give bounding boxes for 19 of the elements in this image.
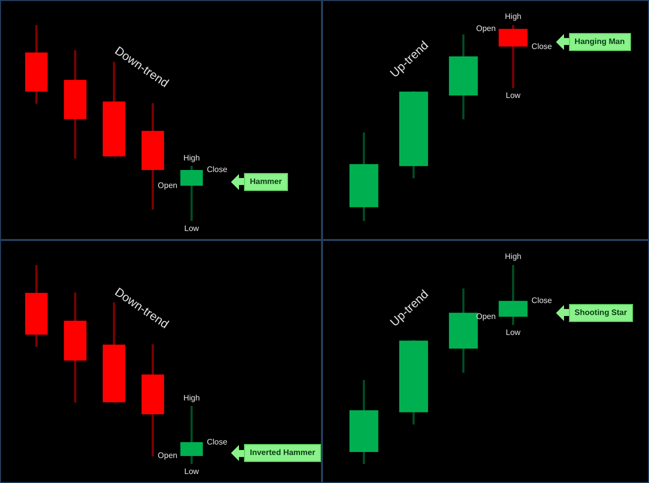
annotation: Open: [158, 180, 178, 190]
text: Low: [184, 224, 200, 234]
arrow-callout: Shooting Star: [556, 304, 633, 322]
text: Low: [184, 467, 200, 476]
annotation: Close: [206, 437, 228, 446]
text: High: [504, 12, 522, 22]
annotation: Close: [206, 165, 228, 174]
annotation: Open: [476, 24, 496, 34]
annotation: Low: [506, 328, 521, 337]
annotation: High: [183, 153, 200, 162]
text: High: [504, 252, 522, 262]
annotation: Open: [158, 451, 178, 460]
arrow-callout: Hammer: [230, 172, 288, 191]
annotation: Close: [532, 296, 553, 306]
arrow-callout: Hanging Man: [556, 32, 631, 51]
annotation: Close: [532, 42, 553, 51]
annotation: High: [183, 393, 200, 402]
arrow-callout: Inverted Hammer: [230, 444, 322, 462]
annotation: Low: [506, 90, 521, 100]
